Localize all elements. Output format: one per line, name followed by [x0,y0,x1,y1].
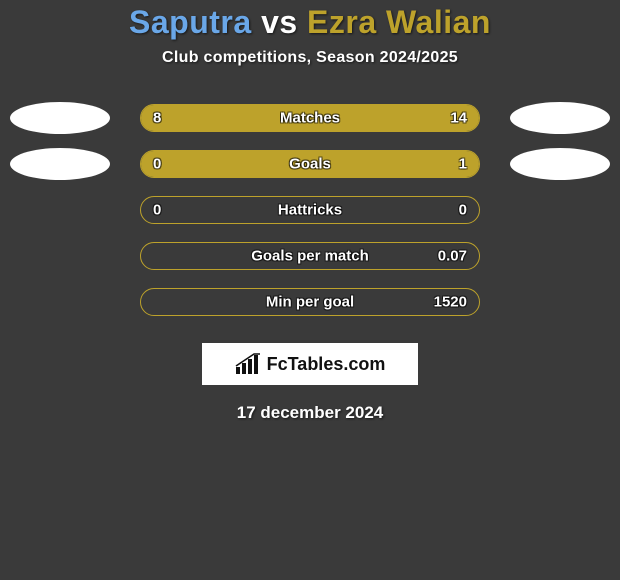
player2-marker [510,102,610,134]
stat-rows: 8 Matches 14 0 Goals 1 0 Hattricks 0 Goals per ma… [0,95,620,325]
player2-name: Ezra Walian [307,4,491,40]
stat-bar: 0 Hattricks 0 [140,196,480,224]
stat-label: Goals per match [251,248,369,265]
value-right: 1 [459,156,467,173]
value-right: 0.07 [438,248,467,265]
value-left: 0 [153,202,161,219]
value-right: 1520 [434,294,467,311]
stat-label: Goals [289,156,331,173]
player1-name: Saputra [129,4,252,40]
date-text: 17 december 2024 [0,403,620,423]
subtitle: Club competitions, Season 2024/2025 [0,49,620,67]
brand-badge: FcTables.com [202,343,418,385]
player2-marker [510,148,610,180]
stat-bar: 8 Matches 14 [140,104,480,132]
title-vs: vs [261,4,298,40]
value-left: 8 [153,110,161,127]
stat-row: 0 Goals 1 [0,141,620,187]
stat-label: Min per goal [266,294,354,311]
stat-row: Goals per match 0.07 [0,233,620,279]
player1-marker [10,102,110,134]
brand-chart-icon [235,353,261,375]
stat-bar: 0 Goals 1 [140,150,480,178]
stat-row: Min per goal 1520 [0,279,620,325]
stat-label: Matches [280,110,340,127]
stat-bar: Goals per match 0.07 [140,242,480,270]
stat-label: Hattricks [278,202,342,219]
comparison-card: Saputra vs Ezra Walian Club competitions… [0,0,620,423]
stat-row: 8 Matches 14 [0,95,620,141]
stat-row: 0 Hattricks 0 [0,187,620,233]
value-right: 14 [450,110,467,127]
brand-name: FcTables.com [267,354,386,375]
page-title: Saputra vs Ezra Walian [0,4,620,41]
stat-bar: Min per goal 1520 [140,288,480,316]
value-left: 0 [153,156,161,173]
value-right: 0 [459,202,467,219]
player1-marker [10,148,110,180]
